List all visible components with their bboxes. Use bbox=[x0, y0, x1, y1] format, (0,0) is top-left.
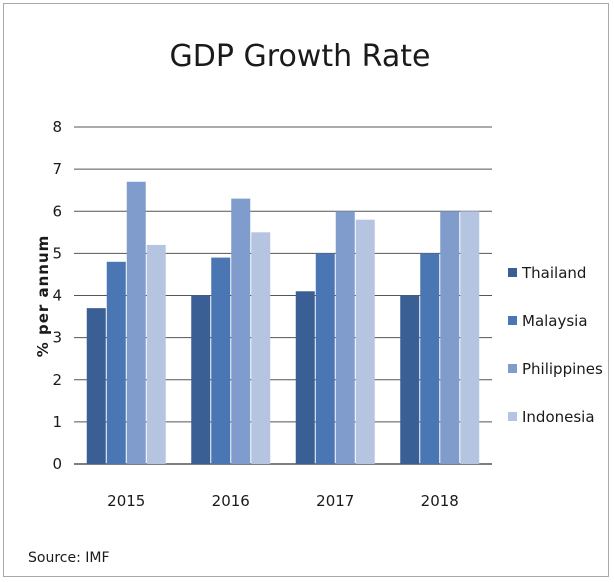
bar-thailand-2016 bbox=[191, 295, 211, 464]
bar-philippines-2018 bbox=[440, 211, 460, 464]
y-tick-label: 2 bbox=[52, 371, 62, 389]
x-tick-label: 2015 bbox=[107, 492, 145, 510]
chart-title: GDP Growth Rate bbox=[170, 39, 431, 74]
bar-malaysia-2015 bbox=[106, 261, 126, 464]
y-tick-label: 6 bbox=[52, 202, 62, 220]
legend-label-thailand: Thailand bbox=[521, 264, 586, 282]
bar-thailand-2018 bbox=[400, 295, 420, 464]
y-axis-ticks: 0 1 2 3 4 5 6 7 8 bbox=[52, 118, 62, 473]
bar-philippines-2016 bbox=[231, 198, 251, 465]
bar-indonesia-2017 bbox=[355, 219, 375, 464]
bar-indonesia-2015 bbox=[146, 244, 166, 464]
legend-label-malaysia: Malaysia bbox=[522, 312, 588, 330]
bar-thailand-2017 bbox=[295, 291, 315, 464]
x-tick-label: 2016 bbox=[212, 492, 250, 510]
bar-malaysia-2018 bbox=[420, 253, 440, 464]
y-tick-label: 7 bbox=[52, 160, 62, 178]
y-tick-label: 1 bbox=[52, 413, 62, 431]
bar-thailand-2015 bbox=[86, 308, 106, 464]
source-note: Source: IMF bbox=[28, 550, 110, 566]
legend: Thailand Malaysia Philippines Indonesia bbox=[508, 264, 603, 426]
bar-philippines-2017 bbox=[335, 211, 355, 464]
bar-indonesia-2018 bbox=[460, 211, 480, 464]
legend-label-indonesia: Indonesia bbox=[522, 408, 595, 426]
legend-swatch-thailand bbox=[508, 268, 517, 277]
y-tick-label: 5 bbox=[52, 244, 62, 262]
y-tick-label: 3 bbox=[52, 329, 62, 347]
legend-swatch-philippines bbox=[508, 364, 517, 373]
x-axis-ticks: 2015 2016 2017 2018 bbox=[107, 492, 459, 510]
x-tick-label: 2018 bbox=[421, 492, 459, 510]
bar-philippines-2015 bbox=[126, 181, 146, 464]
y-tick-label: 4 bbox=[52, 287, 62, 305]
legend-swatch-indonesia bbox=[508, 412, 517, 421]
legend-label-philippines: Philippines bbox=[522, 360, 603, 378]
y-tick-label: 0 bbox=[52, 455, 62, 473]
legend-swatch-malaysia bbox=[508, 316, 517, 325]
x-tick-label: 2017 bbox=[316, 492, 354, 510]
bar-malaysia-2016 bbox=[211, 257, 231, 464]
bar-malaysia-2017 bbox=[315, 253, 335, 464]
bar-indonesia-2016 bbox=[251, 232, 271, 464]
y-tick-label: 8 bbox=[52, 118, 62, 136]
bars bbox=[86, 181, 480, 465]
y-axis-label: % per annum bbox=[34, 235, 52, 358]
